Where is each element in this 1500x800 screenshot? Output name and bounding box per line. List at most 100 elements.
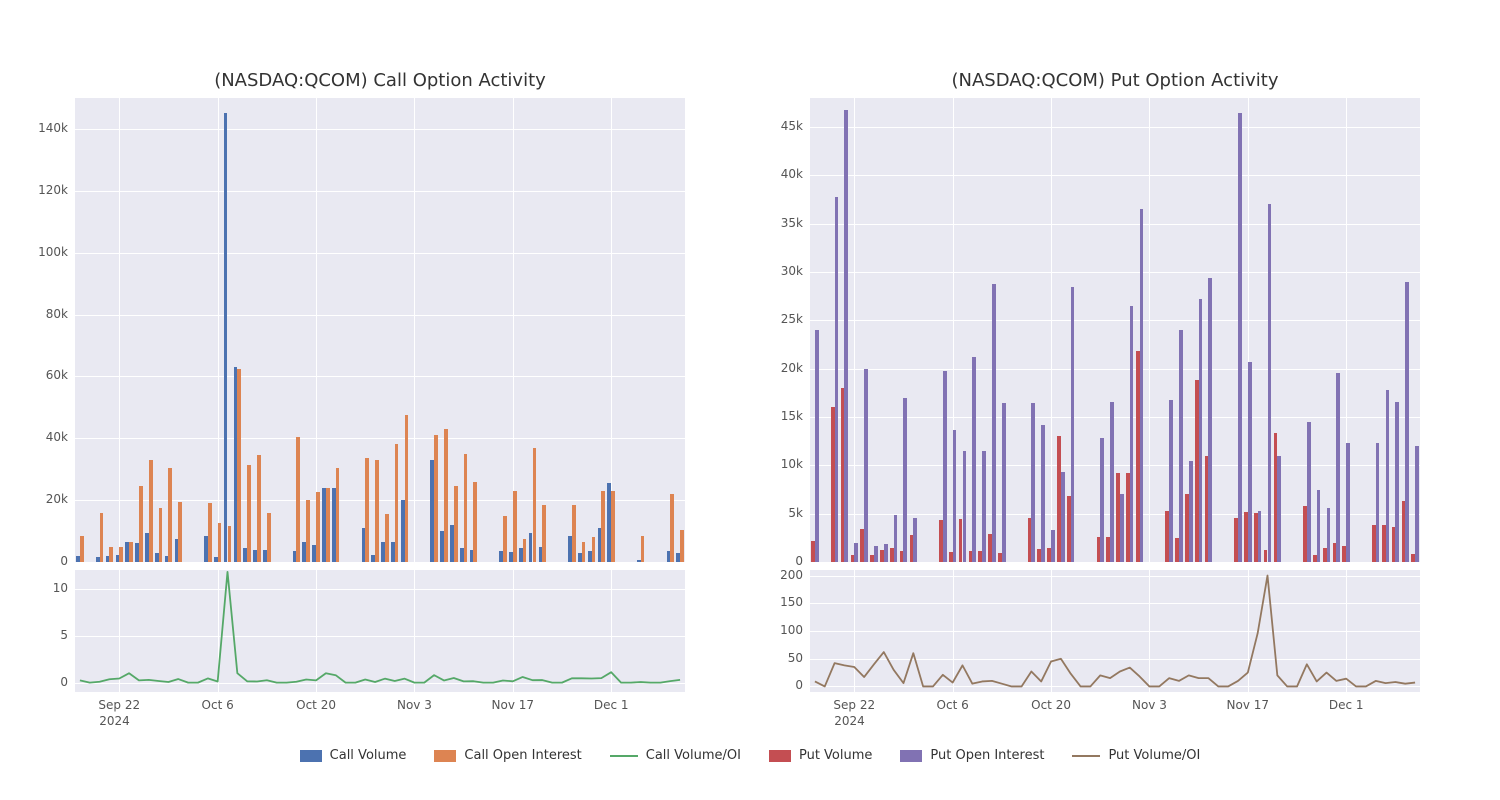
left-bar-series-b bbox=[601, 491, 605, 562]
legend-swatch bbox=[769, 750, 791, 762]
gridline bbox=[1149, 98, 1150, 562]
left-bar-series-b bbox=[395, 444, 399, 562]
left-bar-series-b bbox=[473, 482, 477, 562]
x-tick-label: Oct 6 bbox=[202, 698, 234, 712]
left-bar-series-b bbox=[533, 448, 537, 562]
right-bar-series-b bbox=[1268, 204, 1272, 562]
right-bar-series-b bbox=[1376, 443, 1380, 562]
left-bar-series-b bbox=[168, 468, 172, 562]
left-bar-series-b bbox=[572, 505, 576, 562]
gridline bbox=[75, 129, 685, 130]
left-bar-series-b bbox=[257, 455, 261, 562]
x-tick-label: Nov 17 bbox=[1227, 698, 1270, 712]
right-bar-series-b bbox=[815, 330, 819, 562]
legend-swatch bbox=[610, 755, 638, 757]
legend-item: Put Open Interest bbox=[900, 748, 1044, 763]
y-tick-label: 0 bbox=[755, 554, 803, 568]
right-bar-series-b bbox=[1208, 278, 1212, 562]
y-tick-label: 5 bbox=[20, 628, 68, 642]
left-bars-plot bbox=[75, 98, 685, 562]
left-bar-series-b bbox=[218, 523, 222, 562]
y-tick-label: 15k bbox=[755, 409, 803, 423]
left-bar-series-b bbox=[454, 486, 458, 562]
right-bar-series-b bbox=[1051, 530, 1055, 562]
right-line-plot bbox=[810, 570, 1420, 692]
left-bar-series-b bbox=[119, 547, 123, 562]
right-bar-series-b bbox=[1041, 425, 1045, 562]
right-bar-series-b bbox=[884, 544, 888, 562]
right-bar-series-b bbox=[972, 357, 976, 562]
left-bar-series-b bbox=[208, 503, 212, 562]
gridline bbox=[75, 191, 685, 192]
left-bar-series-b bbox=[375, 460, 379, 562]
y-tick-label: 50 bbox=[755, 651, 803, 665]
legend-label: Put Volume/OI bbox=[1108, 748, 1200, 763]
left-line-plot bbox=[75, 570, 685, 692]
left-bar-series-b bbox=[582, 542, 586, 562]
x-tick-label: Nov 3 bbox=[397, 698, 432, 712]
left-bar-series-b bbox=[592, 537, 596, 562]
left-bar-series-b bbox=[670, 494, 674, 562]
x-tick-label: Sep 22 bbox=[98, 698, 140, 712]
y-tick-label: 150 bbox=[755, 595, 803, 609]
x-tick-label: Oct 20 bbox=[296, 698, 336, 712]
gridline bbox=[854, 98, 855, 562]
right-bar-series-b bbox=[982, 451, 986, 562]
legend-item: Call Volume bbox=[300, 748, 407, 763]
y-tick-label: 60k bbox=[20, 368, 68, 382]
right-bar-series-b bbox=[953, 430, 957, 562]
y-tick-label: 40k bbox=[755, 167, 803, 181]
gridline bbox=[75, 315, 685, 316]
right-bar-series-b bbox=[864, 369, 868, 562]
legend-swatch bbox=[434, 750, 456, 762]
left-bar-series-b bbox=[267, 513, 271, 562]
legend-swatch bbox=[1072, 755, 1100, 757]
left-bar-series-b bbox=[178, 502, 182, 562]
left-bar-series-b bbox=[296, 437, 300, 562]
x-tick-label: Nov 17 bbox=[492, 698, 535, 712]
figure: (NASDAQ:QCOM) Call Option Activity020k40… bbox=[0, 0, 1500, 800]
right-bar-series-b bbox=[1317, 490, 1321, 563]
right-bar-series-b bbox=[854, 543, 858, 562]
legend: Call VolumeCall Open InterestCall Volume… bbox=[0, 748, 1500, 763]
right-bar-series-b bbox=[1248, 362, 1252, 562]
gridline bbox=[810, 465, 1420, 466]
left-bar-series-b bbox=[109, 547, 113, 562]
legend-label: Call Volume bbox=[330, 748, 407, 763]
y-tick-label: 0 bbox=[20, 675, 68, 689]
gridline bbox=[75, 562, 685, 563]
left-bar-series-b bbox=[306, 500, 310, 562]
left-bar-series-b bbox=[316, 492, 320, 562]
gridline bbox=[810, 175, 1420, 176]
x-year-label: 2024 bbox=[834, 714, 865, 728]
right-bar-series-b bbox=[1061, 472, 1065, 562]
right-ratio-line bbox=[810, 570, 1420, 692]
right-bar-series-b bbox=[1120, 494, 1124, 562]
left-bar-series-b bbox=[228, 526, 232, 562]
left-bar-series-b bbox=[444, 429, 448, 562]
x-tick-label: Dec 1 bbox=[1329, 698, 1364, 712]
left-bar-series-b bbox=[464, 454, 468, 562]
x-year-label: 2024 bbox=[99, 714, 130, 728]
y-tick-label: 25k bbox=[755, 312, 803, 326]
right-bar-series-b bbox=[1130, 306, 1134, 562]
left-bar-series-b bbox=[139, 486, 143, 562]
right-bar-series-b bbox=[894, 515, 898, 562]
y-tick-label: 45k bbox=[755, 119, 803, 133]
right-bar-series-b bbox=[844, 110, 848, 562]
right-bar-series-b bbox=[1189, 461, 1193, 563]
right-bar-series-b bbox=[913, 518, 917, 562]
gridline bbox=[810, 369, 1420, 370]
left-bar-series-b bbox=[365, 458, 369, 562]
left-chart-title: (NASDAQ:QCOM) Call Option Activity bbox=[75, 70, 685, 91]
legend-label: Call Volume/OI bbox=[646, 748, 741, 763]
y-tick-label: 120k bbox=[20, 183, 68, 197]
x-tick-label: Oct 20 bbox=[1031, 698, 1071, 712]
right-bar-series-b bbox=[943, 371, 947, 562]
right-bar-series-b bbox=[1277, 456, 1281, 562]
left-bar-series-b bbox=[159, 508, 163, 562]
gridline bbox=[218, 98, 219, 562]
left-bar-series-b bbox=[680, 530, 684, 562]
y-tick-label: 0 bbox=[755, 678, 803, 692]
right-bar-series-b bbox=[1071, 287, 1075, 563]
